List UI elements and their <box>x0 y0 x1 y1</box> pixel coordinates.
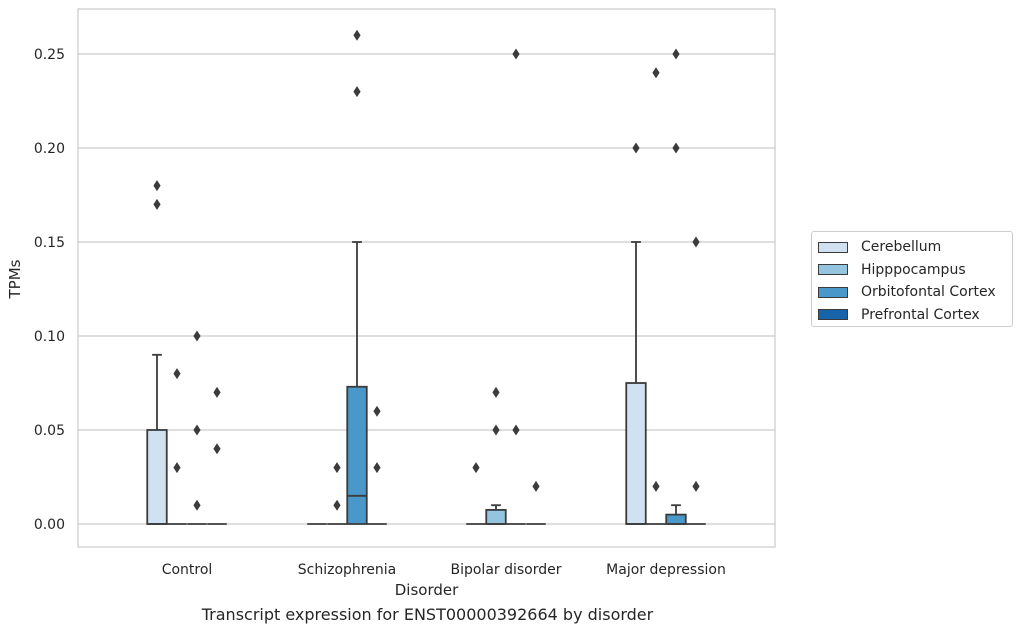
outlier-point <box>512 424 520 436</box>
outlier-point <box>173 368 181 380</box>
box <box>485 508 507 525</box>
outlier-point <box>373 462 381 474</box>
box <box>346 385 368 525</box>
box <box>146 429 168 525</box>
outlier-point <box>213 386 221 398</box>
legend-item: Cerebellum <box>818 236 1012 259</box>
outlier-point <box>333 462 341 474</box>
outlier-point <box>652 480 660 492</box>
y-tick-label: 0.05 <box>34 423 65 439</box>
legend-swatch <box>818 264 848 276</box>
outlier-point <box>632 142 640 154</box>
outlier-point <box>652 67 660 79</box>
legend-label: Orbitofontal Cortex <box>861 284 996 301</box>
grid-lines <box>78 53 775 525</box>
outlier-point <box>193 424 201 436</box>
legend-label: Prefrontal Cortex <box>861 306 980 323</box>
x-axis-title: Disorder <box>395 581 459 599</box>
x-tick-label: Control <box>162 562 213 578</box>
y-tick-label: 0.10 <box>34 329 65 345</box>
x-tick-label: Schizophrenia <box>298 562 396 578</box>
outlier-point <box>353 86 361 98</box>
outlier-point <box>672 48 680 60</box>
y-tick-label: 0.20 <box>34 141 65 157</box>
outlier-point <box>193 499 201 511</box>
outlier-point <box>353 29 361 41</box>
legend-label: Hipppocampus <box>861 261 966 278</box>
outlier-point <box>492 424 500 436</box>
legend-item: Hipppocampus <box>818 259 1012 282</box>
outlier-point <box>692 480 700 492</box>
y-tick-label: 0.25 <box>34 47 65 63</box>
plot-area <box>146 29 706 525</box>
outlier-point <box>512 48 520 60</box>
x-tick-label: Major depression <box>606 562 726 578</box>
axis-ticks: 0.00 0.05 0.10 0.15 0.20 0.25 Control Schizophr… <box>34 47 726 578</box>
outlier-point <box>472 462 480 474</box>
outlier-point <box>153 198 161 210</box>
legend-label: Cerebellum <box>861 239 942 256</box>
legend-item: Orbitofontal Cortex <box>818 281 1012 304</box>
legend-swatch <box>818 309 848 321</box>
legend-item: Prefrontal Cortex <box>818 304 1012 327</box>
outlier-point <box>333 499 341 511</box>
outlier-point <box>532 480 540 492</box>
legend-swatch <box>818 286 848 298</box>
x-tick-label: Bipolar disorder <box>450 562 561 578</box>
box <box>625 382 647 525</box>
plot-frame <box>77 8 776 548</box>
box <box>665 513 687 525</box>
legend: Cerebellum Hipppocampus Orbitofontal Corte… <box>811 231 1013 327</box>
outlier-point <box>373 405 381 417</box>
outlier-point <box>492 386 500 398</box>
y-tick-label: 0.00 <box>34 517 65 533</box>
outlier-point <box>692 236 700 248</box>
outlier-point <box>153 180 161 192</box>
outlier-point <box>672 142 680 154</box>
chart-caption: Transcript expression for ENST0000039266… <box>201 605 654 624</box>
y-axis-title: TPMs <box>6 259 24 299</box>
outlier-point <box>193 330 201 342</box>
outlier-point <box>173 462 181 474</box>
legend-swatch <box>818 241 848 253</box>
y-tick-label: 0.15 <box>34 235 65 251</box>
outlier-point <box>213 443 221 455</box>
